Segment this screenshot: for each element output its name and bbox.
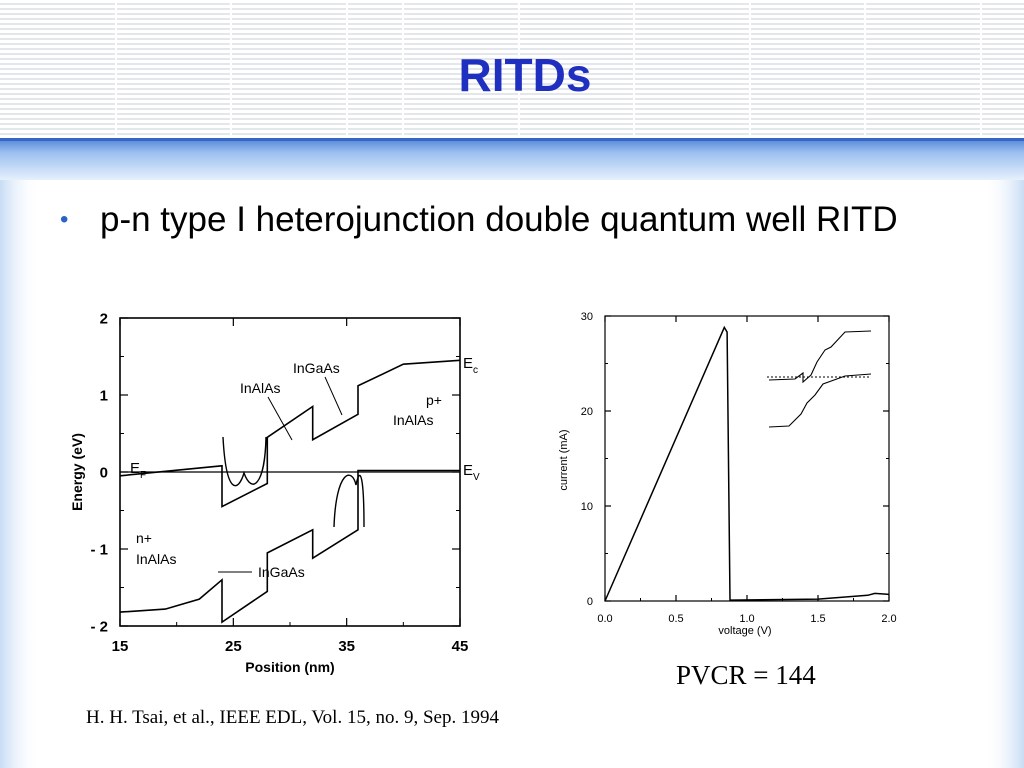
y-tick-label: 0 [587, 596, 593, 608]
x-tick-label: 1.5 [810, 613, 825, 625]
y-tick-label: 0 [100, 464, 108, 481]
bullet-text: p-n type I heterojunction double quantum… [100, 200, 898, 239]
y-tick-label: 1 [100, 387, 108, 404]
x-tick-label: 2.0 [881, 613, 896, 625]
label-ingaas-top: InGaAs [293, 360, 340, 376]
band-diagram-chart: - 2 - 1 0 1 2 15 25 35 45 InGaAs InAlAs p+ InAl… [69, 310, 480, 675]
x-tick-label: 0.5 [668, 613, 683, 625]
y-tick-label: 10 [581, 501, 593, 513]
x-tick-label: 0.0 [597, 613, 612, 625]
y-axis-label: current (mA) [558, 429, 570, 490]
x-tick-label: 35 [338, 638, 355, 655]
label-inalas-top: InAlAs [240, 380, 280, 396]
y-tick-label: - 1 [90, 541, 108, 558]
x-tick-label: 25 [225, 638, 242, 655]
x-tick-label: 15 [112, 638, 129, 655]
plot-frame [604, 315, 890, 602]
label-n-plus: n+ [136, 530, 152, 546]
y-tick-label: 20 [581, 406, 593, 418]
iv-curve-chart: 0 10 20 30 0.0 0.5 1.0 1.5 2.0 voltage (V) curr… [558, 311, 897, 637]
label-inalas-right: InAlAs [393, 412, 433, 428]
y-tick-label: - 2 [90, 618, 108, 635]
label-ev: EV [463, 462, 480, 483]
ingaas-pointer-top [324, 376, 343, 416]
slide-title: RITDs [458, 49, 592, 101]
label-ec: Ec [463, 355, 478, 376]
citation: H. H. Tsai, et al., IEEE EDL, Vol. 15, n… [86, 707, 499, 728]
label-ef: EF [130, 460, 146, 481]
pvcr-label: PVCR = 144 [676, 660, 816, 690]
electron-wavefunction [222, 436, 267, 487]
bullet-icon: • [60, 206, 69, 233]
conduction-band-line [119, 359, 461, 508]
x-tick-label: 45 [452, 638, 469, 655]
label-ingaas-bottom: InGaAs [258, 564, 305, 580]
iv-inset [767, 330, 872, 428]
y-tick-label: 30 [581, 311, 593, 323]
x-tick-label: 1.0 [739, 613, 754, 625]
x-axis-label: Position (nm) [245, 659, 334, 675]
iv-curve-line [604, 325, 890, 602]
hole-wavefunction [333, 474, 365, 528]
valence-band-line [119, 469, 460, 624]
label-inalas-left: InAlAs [136, 551, 176, 567]
y-axis-label: Energy (eV) [69, 433, 85, 511]
y-tick-label: 2 [100, 310, 108, 327]
x-axis-label: voltage (V) [718, 625, 771, 637]
inalas-pointer-top [267, 396, 293, 441]
y-ticks [604, 315, 890, 602]
label-p-plus: p+ [426, 392, 442, 408]
